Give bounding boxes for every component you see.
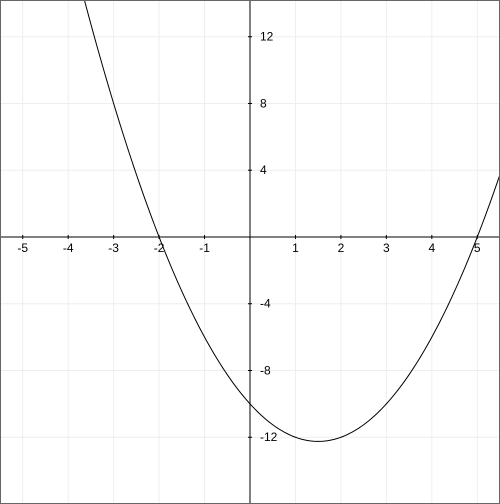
chart-canvas: -5-4-3-2-112345-12-8-44812	[0, 0, 500, 504]
parabola-chart: -5-4-3-2-112345-12-8-44812	[0, 0, 500, 504]
x-tick-label: -4	[63, 241, 74, 255]
y-tick-label: 12	[260, 30, 274, 44]
x-tick-label: -1	[199, 241, 210, 255]
y-tick-label: 8	[260, 96, 267, 110]
x-tick-label: -3	[108, 241, 119, 255]
y-tick-label: -12	[260, 430, 278, 444]
x-tick-label: 3	[383, 241, 390, 255]
x-tick-label: 4	[428, 241, 435, 255]
y-tick-label: 4	[260, 163, 267, 177]
x-tick-label: 1	[292, 241, 299, 255]
y-tick-label: -8	[260, 363, 271, 377]
x-tick-label: -5	[17, 241, 28, 255]
x-tick-label: 2	[338, 241, 345, 255]
y-tick-label: -4	[260, 297, 271, 311]
